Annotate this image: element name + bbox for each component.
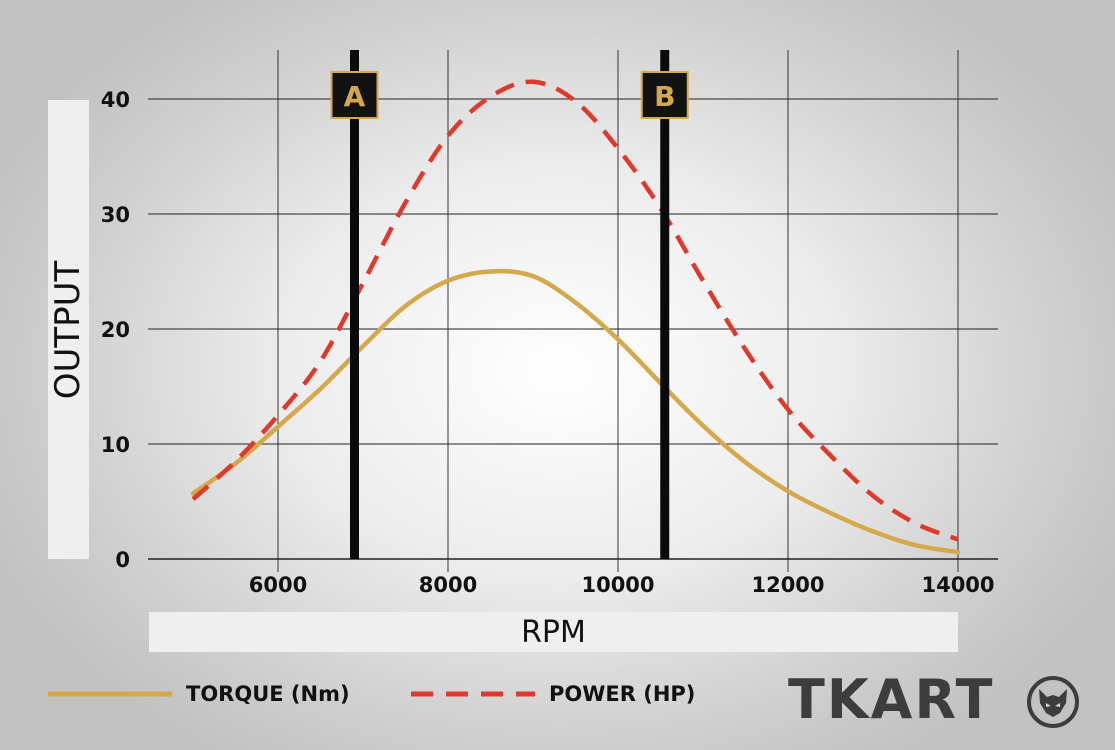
y-tick-label: 0 [115, 548, 130, 572]
legend-item-power: POWER (HP) [411, 682, 695, 706]
series-line-power [191, 79, 959, 542]
wolf-logo-icon [1027, 676, 1079, 728]
marker-label-a: A [344, 80, 366, 113]
legend-swatch-torque [48, 691, 172, 697]
x-axis-label: RPM [521, 614, 586, 650]
x-tick-label: 6000 [249, 573, 307, 597]
legend-swatch-power [411, 691, 535, 697]
y-axis-label-box [48, 100, 89, 559]
x-tick-label: 12000 [751, 573, 824, 597]
marker-badge-b [640, 71, 689, 119]
legend-item-torque: TORQUE (Nm) [48, 682, 350, 706]
y-axis-label: OUTPUT [48, 260, 88, 400]
y-tick-label: 30 [101, 203, 130, 227]
marker-badge-a [330, 71, 379, 119]
legend-label-power: POWER (HP) [549, 682, 696, 706]
x-tick-label: 10000 [581, 573, 654, 597]
x-axis-label-box: RPM [149, 612, 958, 652]
y-tick-label: 20 [101, 318, 130, 342]
x-tick-label: 8000 [419, 573, 477, 597]
series-line-torque [190, 268, 961, 555]
legend-label-torque: TORQUE (Nm) [186, 682, 350, 706]
y-tick-label: 40 [101, 88, 130, 112]
series-lines [190, 79, 961, 555]
tick-labels: 0 10 20 30 40 6000 8000 10000 12000 14000 [101, 88, 995, 597]
x-tick-label: 14000 [921, 573, 994, 597]
y-tick-label: 10 [101, 433, 130, 457]
brand-logo-text: TKART [788, 668, 995, 731]
marker-label-b: B [654, 80, 675, 113]
